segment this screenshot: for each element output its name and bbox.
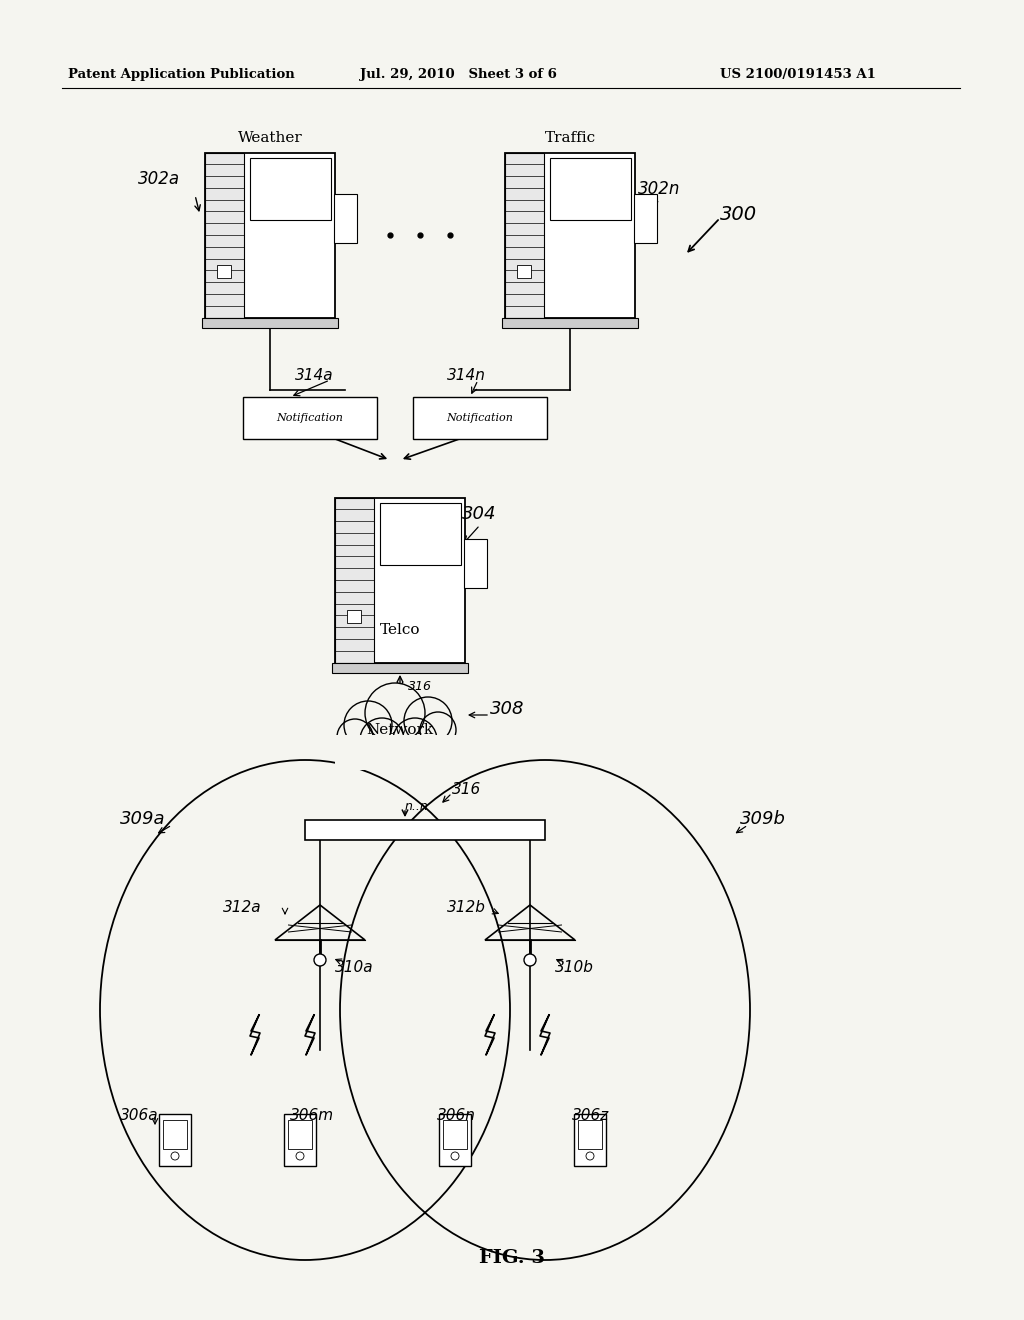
- Text: 309a: 309a: [120, 810, 166, 828]
- Circle shape: [171, 1152, 179, 1160]
- Text: 300: 300: [720, 205, 757, 224]
- Bar: [288, 1119, 312, 1148]
- Circle shape: [393, 718, 437, 762]
- Text: 306a: 306a: [120, 1107, 159, 1123]
- Circle shape: [586, 1152, 594, 1160]
- Bar: [205, 153, 244, 318]
- Text: Traffic: Traffic: [545, 131, 596, 145]
- Text: 306n: 306n: [437, 1107, 476, 1123]
- Text: 309b: 309b: [740, 810, 785, 828]
- FancyBboxPatch shape: [243, 397, 377, 440]
- Circle shape: [344, 701, 392, 748]
- Circle shape: [404, 697, 452, 744]
- Circle shape: [296, 1152, 304, 1160]
- Bar: [163, 1119, 187, 1148]
- Text: 308: 308: [490, 700, 524, 718]
- Text: 314a: 314a: [295, 368, 334, 383]
- Text: 306z: 306z: [572, 1107, 609, 1123]
- Bar: [505, 153, 544, 318]
- Bar: [439, 1114, 471, 1166]
- Bar: [347, 610, 361, 623]
- Text: Weather: Weather: [238, 131, 302, 145]
- Bar: [202, 318, 338, 327]
- Text: 314n: 314n: [447, 368, 485, 383]
- Bar: [634, 194, 656, 243]
- Text: 310b: 310b: [555, 960, 594, 975]
- Bar: [159, 1114, 191, 1166]
- Bar: [334, 194, 356, 243]
- Bar: [517, 265, 531, 279]
- Bar: [502, 318, 638, 327]
- Circle shape: [420, 711, 456, 748]
- Bar: [380, 503, 461, 565]
- Bar: [505, 153, 635, 318]
- Text: Notification: Notification: [276, 413, 343, 422]
- Bar: [335, 498, 374, 663]
- Text: n..n: n..n: [406, 800, 429, 813]
- Text: Patent Application Publication: Patent Application Publication: [68, 69, 295, 81]
- Circle shape: [314, 954, 326, 966]
- Text: Jul. 29, 2010   Sheet 3 of 6: Jul. 29, 2010 Sheet 3 of 6: [360, 69, 557, 81]
- Text: 316: 316: [452, 781, 481, 797]
- Text: 312a: 312a: [223, 900, 261, 915]
- Bar: [305, 820, 545, 840]
- Bar: [284, 1114, 316, 1166]
- Bar: [335, 498, 465, 663]
- Bar: [217, 265, 231, 279]
- Circle shape: [524, 954, 536, 966]
- Bar: [464, 539, 486, 589]
- Bar: [335, 735, 465, 770]
- Bar: [443, 1119, 467, 1148]
- Circle shape: [360, 718, 404, 762]
- Text: US 2100/0191453 A1: US 2100/0191453 A1: [720, 69, 876, 81]
- FancyBboxPatch shape: [413, 397, 547, 440]
- Bar: [250, 157, 331, 220]
- Text: 312b: 312b: [447, 900, 485, 915]
- Circle shape: [365, 682, 425, 743]
- Text: 310a: 310a: [335, 960, 374, 975]
- Text: Network: Network: [367, 723, 433, 737]
- Bar: [578, 1119, 602, 1148]
- Circle shape: [451, 1152, 459, 1160]
- Text: 302a: 302a: [138, 170, 180, 187]
- Bar: [205, 153, 335, 318]
- Text: Notification: Notification: [446, 413, 513, 422]
- Text: 306m: 306m: [290, 1107, 334, 1123]
- Text: 316: 316: [408, 680, 432, 693]
- Circle shape: [337, 719, 373, 755]
- Text: 304: 304: [462, 506, 497, 523]
- Text: FIG. 3: FIG. 3: [479, 1249, 545, 1267]
- Bar: [574, 1114, 606, 1166]
- Bar: [332, 663, 468, 672]
- Text: Telco: Telco: [380, 623, 420, 638]
- Bar: [550, 157, 631, 220]
- Text: 302n: 302n: [638, 180, 680, 198]
